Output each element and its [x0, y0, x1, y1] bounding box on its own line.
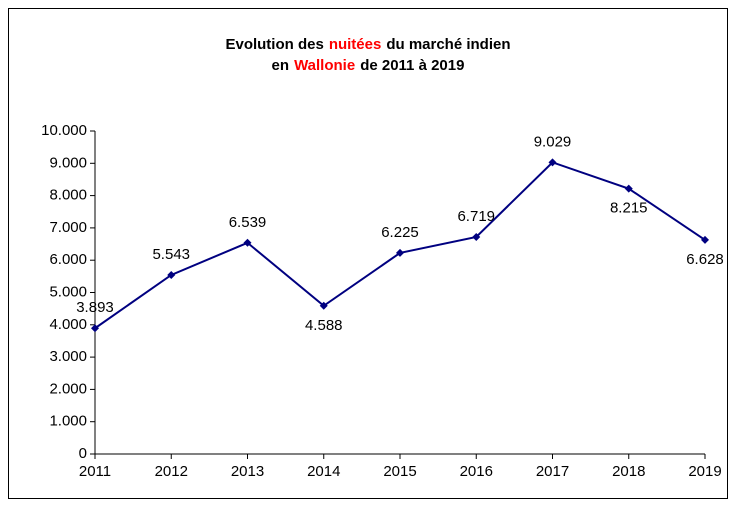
title-segment: de 2011 à 2019 [360, 57, 464, 74]
x-tick-label: 2015 [383, 463, 416, 480]
data-point [548, 158, 557, 167]
data-label: 3.893 [76, 299, 114, 316]
y-tick-label: 7.000 [49, 219, 87, 236]
data-point [701, 235, 709, 244]
data-label: 8.215 [610, 200, 648, 217]
x-tick-label: 2018 [612, 463, 645, 480]
x-tick-label: 2016 [460, 463, 493, 480]
y-tick-label: 10.000 [41, 122, 87, 139]
chart-title: Evolution des nuitées du marché indien [225, 36, 510, 53]
x-tick-label: 2017 [536, 463, 569, 480]
x-tick-label: 2014 [307, 463, 340, 480]
y-tick-label: 4.000 [49, 316, 87, 333]
data-label: 6.539 [229, 214, 267, 231]
y-tick-label: 6.000 [49, 251, 87, 268]
data-point [243, 238, 252, 247]
y-tick-label: 3.000 [49, 348, 87, 365]
data-label: 6.225 [381, 224, 419, 241]
title-segment: nuitées [329, 36, 382, 53]
y-tick-label: 8.000 [49, 187, 87, 204]
chart-frame [8, 8, 728, 499]
data-label: 6.719 [457, 208, 495, 225]
chart-title: en Wallonie de 2011 à 2019 [272, 57, 465, 74]
y-tick-label: 1.000 [49, 413, 87, 430]
y-tick-label: 9.000 [49, 154, 87, 171]
y-tick-label: 5.000 [49, 283, 87, 300]
data-point [472, 232, 481, 241]
title-segment: en [272, 57, 290, 74]
x-tick-label: 2019 [688, 463, 721, 480]
data-point [319, 301, 328, 310]
title-segment: Wallonie [294, 57, 355, 74]
data-label: 9.029 [534, 133, 572, 150]
title-segment: Evolution des [225, 36, 323, 53]
data-label: 4.588 [305, 317, 343, 334]
data-label: 5.543 [152, 246, 190, 263]
data-label: 6.628 [686, 251, 724, 268]
y-tick-label: 2.000 [49, 380, 87, 397]
data-point [624, 184, 633, 193]
y-tick-label: 0 [79, 445, 87, 462]
data-point [167, 270, 176, 279]
x-tick-label: 2011 [79, 463, 111, 480]
x-tick-label: 2012 [155, 463, 188, 480]
x-tick-label: 2013 [231, 463, 264, 480]
title-segment: du marché indien [386, 36, 510, 53]
data-point [396, 248, 404, 257]
data-point [91, 324, 99, 333]
